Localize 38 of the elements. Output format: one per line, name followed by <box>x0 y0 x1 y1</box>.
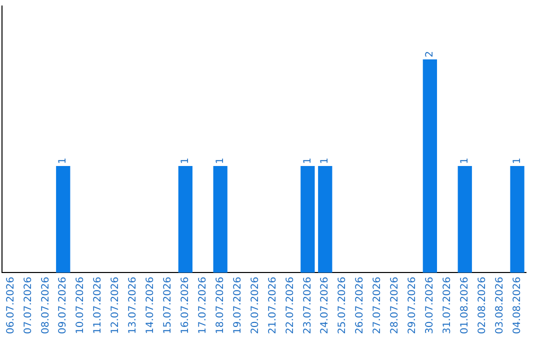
x-tick-label: 15.07.2026 <box>162 276 174 334</box>
x-tick-label: 10.07.2026 <box>75 276 86 334</box>
x-tick-label: 04.08.2026 <box>512 276 523 334</box>
x-tick-label: 17.07.2026 <box>197 276 208 334</box>
x-tick-label: 21.07.2026 <box>267 276 278 334</box>
data-label: 1 <box>214 158 226 164</box>
x-tick-label: 30.07.2026 <box>424 276 436 334</box>
x-tick-label: 03.08.2026 <box>494 276 506 334</box>
data-label: 1 <box>302 158 314 164</box>
x-tick-label: 22.07.2026 <box>284 276 296 334</box>
data-label: 1 <box>58 158 69 164</box>
data-label: 1 <box>180 158 191 164</box>
data-label: 1 <box>459 158 470 164</box>
x-tick-label: 02.08.2026 <box>476 276 488 334</box>
x-tick-label: 08.07.2026 <box>40 276 52 334</box>
x-tick-label: 28.07.2026 <box>390 276 401 334</box>
data-label: 1 <box>320 158 331 164</box>
data-label: 2 <box>424 50 436 58</box>
x-tick-label: 06.07.2026 <box>5 276 16 334</box>
data-label: 1 <box>512 158 523 164</box>
x-tick-label: 12.07.2026 <box>110 276 122 334</box>
x-tick-label: 13.07.2026 <box>128 276 139 334</box>
x-tick-label: 14.07.2026 <box>145 276 156 334</box>
x-tick-label: 11.07.2026 <box>92 276 104 334</box>
x-tick-label: 07.07.2026 <box>22 276 34 334</box>
x-tick-label: 16.07.2026 <box>180 276 191 334</box>
x-tick-label: 27.07.2026 <box>372 276 384 334</box>
x-tick-label: 01.08.2026 <box>459 276 470 334</box>
x-tick-label: 26.07.2026 <box>354 276 366 334</box>
x-tick-label: 31.07.2026 <box>442 276 453 334</box>
x-tick-label: 24.07.2026 <box>320 276 331 334</box>
x-tick-label: 19.07.2026 <box>232 276 244 334</box>
x-tick-label: 25.07.2026 <box>337 276 348 334</box>
x-tick-label: 18.07.2026 <box>214 276 226 334</box>
x-tick-label: 20.07.2026 <box>250 276 261 334</box>
x-tick-label: 09.07.2026 <box>58 276 69 334</box>
x-tick-label: 29.07.2026 <box>407 276 418 334</box>
x-tick-label: 23.07.2026 <box>302 276 314 334</box>
